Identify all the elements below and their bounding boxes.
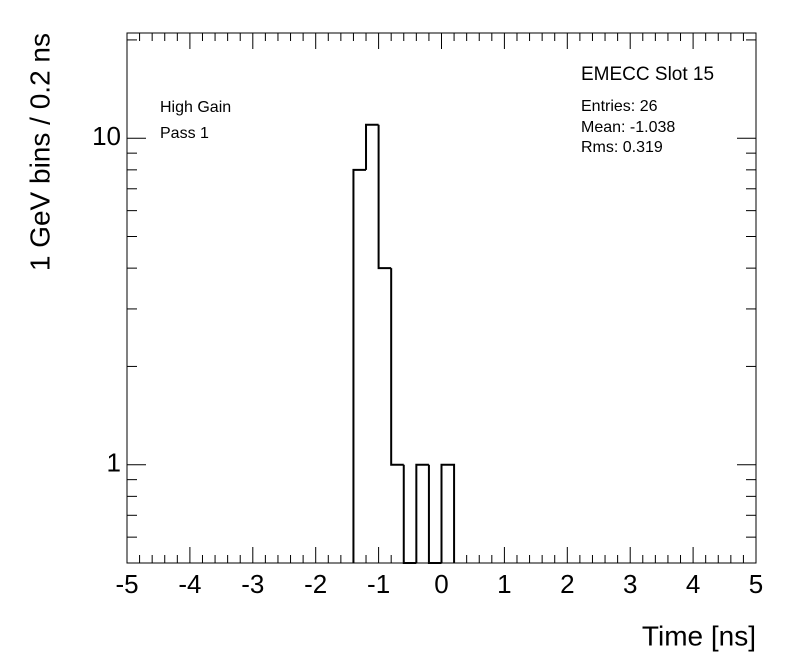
x-tick-label: 2 (560, 569, 574, 599)
x-tick-label: 3 (623, 569, 637, 599)
stats-mean: Mean: -1.038 (581, 119, 675, 136)
x-tick-label: 0 (434, 569, 448, 599)
bar (352, 168, 367, 563)
y-tick-label: 10 (92, 121, 121, 151)
y-axis-label: 1 GeV bins / 0.2 ns (24, 33, 55, 271)
bar (427, 464, 442, 564)
stats-entries: Entries: 26 (581, 98, 658, 115)
x-tick-label: 1 (497, 569, 511, 599)
x-axis-label: Time [ns] (642, 620, 756, 651)
bar (415, 463, 429, 563)
y-tick-label: 1 (107, 448, 121, 478)
x-tick-label: -2 (304, 569, 327, 599)
x-tick-label: -1 (367, 569, 390, 599)
stats-rms: Rms: 0.319 (581, 139, 663, 156)
bar (365, 123, 379, 170)
annotation: High Gain (160, 99, 231, 116)
bar (390, 268, 404, 466)
x-tick-label: -5 (115, 569, 138, 599)
x-tick-label: -4 (178, 569, 201, 599)
chart-title: EMECC Slot 15 (581, 64, 714, 85)
bar (377, 124, 392, 270)
x-tick-label: 4 (686, 569, 700, 599)
x-tick-label: -3 (241, 569, 264, 599)
x-tick-label: 5 (749, 569, 763, 599)
bar (440, 463, 456, 563)
annotation: Pass 1 (160, 125, 209, 142)
bar (402, 464, 417, 564)
